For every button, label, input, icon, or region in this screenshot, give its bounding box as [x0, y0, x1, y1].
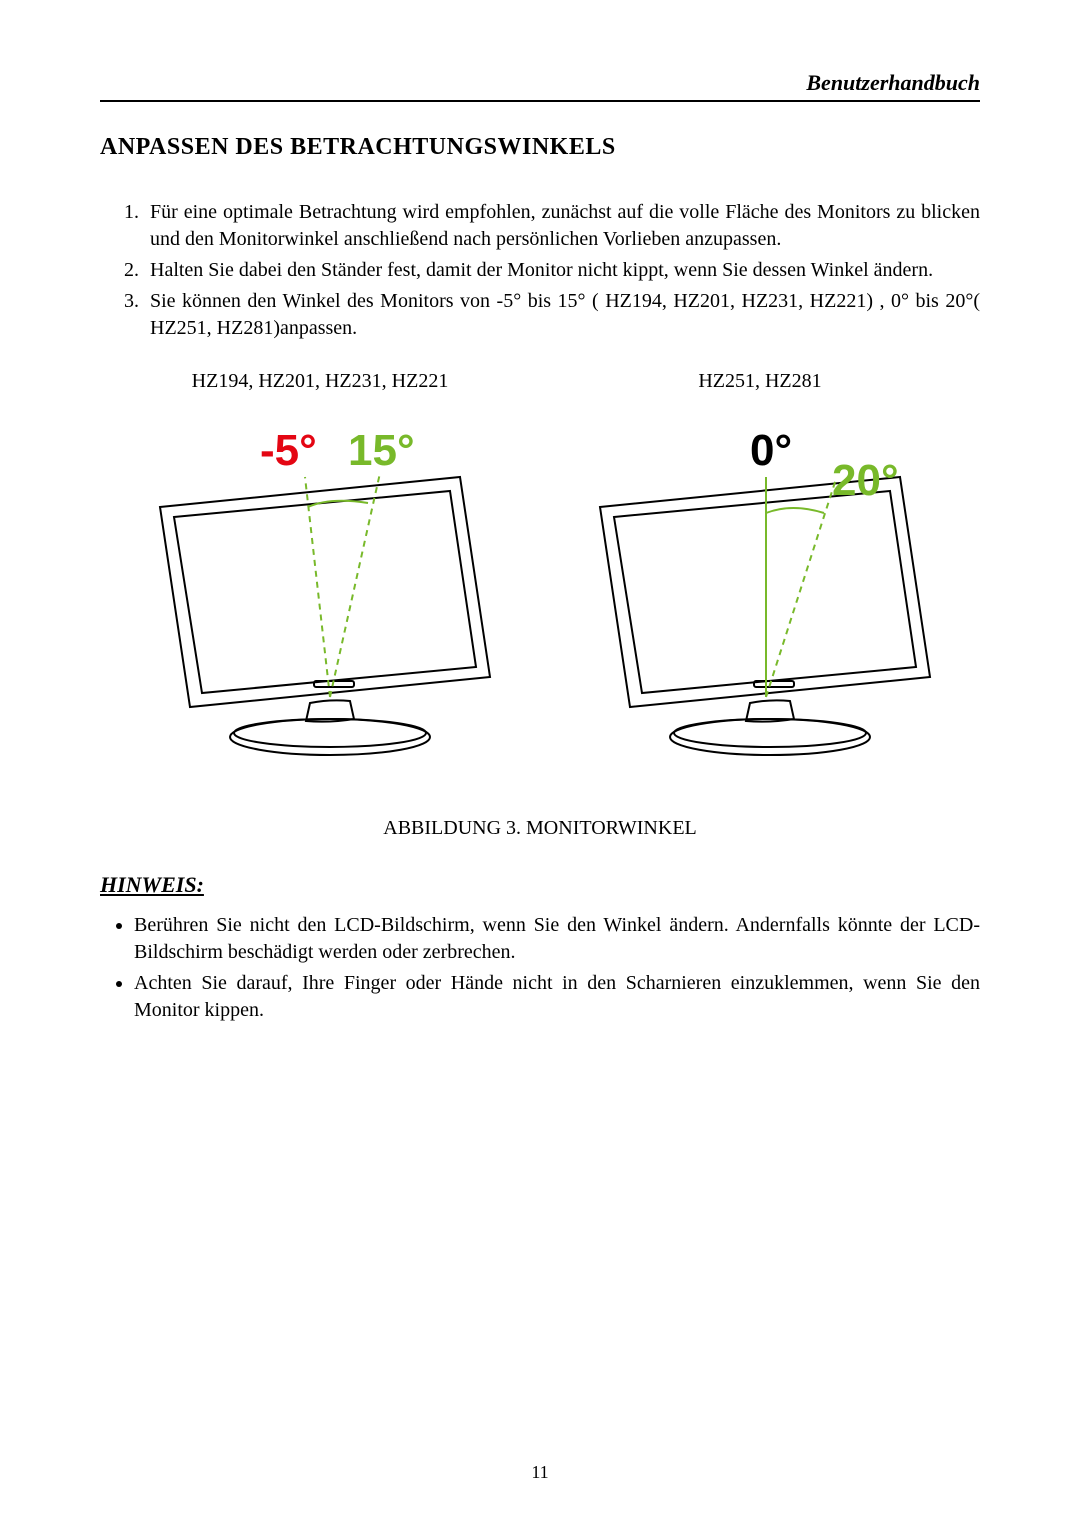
angle-15-label: 15°	[348, 426, 415, 475]
angle-neg5-label: -5°	[260, 426, 317, 475]
monitor-tilt-right-icon: 0° 20°	[570, 417, 950, 777]
angle-20-label: 20°	[832, 456, 899, 505]
figure-right-label: HZ251, HZ281	[698, 370, 821, 393]
document-title: Benutzerhandbuch	[806, 70, 980, 95]
note-list: Berühren Sie nicht den LCD-Bildschirm, w…	[100, 912, 980, 1024]
figure-left-column: HZ194, HZ201, HZ231, HZ221	[100, 370, 540, 777]
instruction-item: Halten Sie dabei den Ständer fest, damit…	[144, 257, 980, 284]
instruction-item: Für eine optimale Betrachtung wird empfo…	[144, 199, 980, 253]
note-item: Berühren Sie nicht den LCD-Bildschirm, w…	[134, 912, 980, 966]
figure-caption: ABBILDUNG 3. MONITORWINKEL	[100, 817, 980, 840]
figure-row: HZ194, HZ201, HZ231, HZ221	[100, 370, 980, 777]
instruction-list: Für eine optimale Betrachtung wird empfo…	[100, 199, 980, 342]
monitor-tilt-left-icon: -5° 15°	[130, 417, 510, 777]
header-bar: Benutzerhandbuch	[100, 70, 980, 102]
angle-0-label: 0°	[750, 426, 792, 475]
note-heading: HINWEIS:	[100, 872, 980, 898]
section-heading: ANPASSEN DES BETRACHTUNGSWINKELS	[100, 134, 980, 161]
figure-right-column: HZ251, HZ281	[540, 370, 980, 777]
figure-left-label: HZ194, HZ201, HZ231, HZ221	[192, 370, 449, 393]
note-item: Achten Sie darauf, Ihre Finger oder Händ…	[134, 970, 980, 1024]
instruction-item: Sie können den Winkel des Monitors von -…	[144, 288, 980, 342]
document-page: Benutzerhandbuch ANPASSEN DES BETRACHTUN…	[0, 0, 1080, 1527]
page-number: 11	[0, 1462, 1080, 1483]
